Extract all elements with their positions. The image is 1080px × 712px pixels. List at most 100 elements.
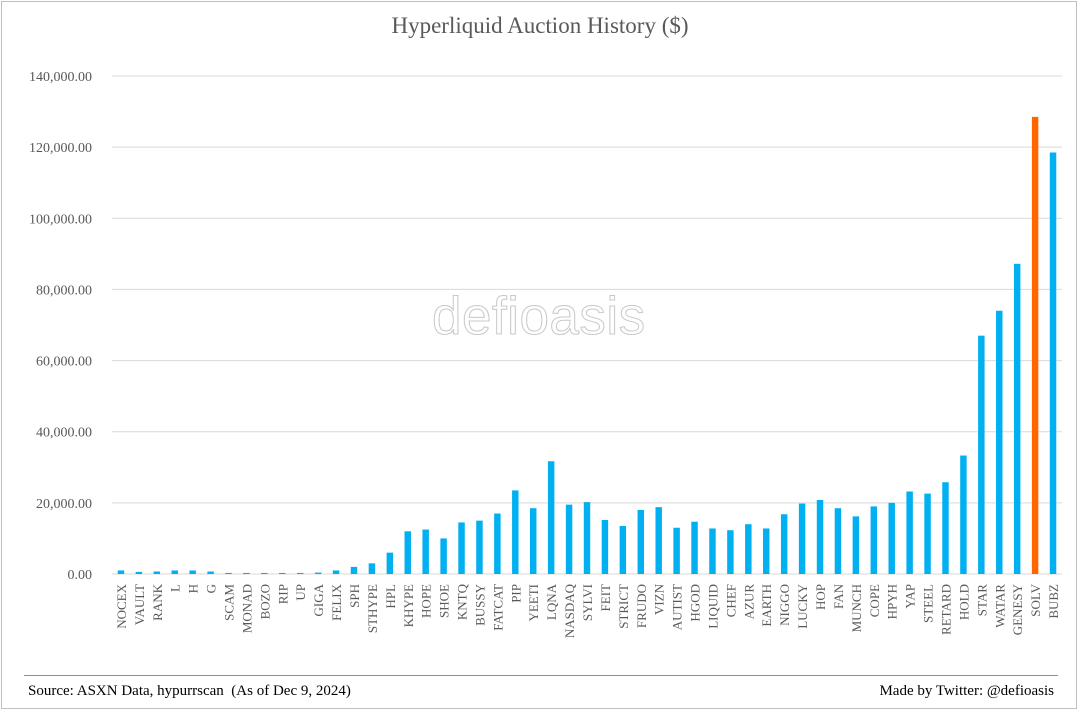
- y-tick-labels: 0.00 20,000.00 40,000.00 60,000.00 80,000.00…: [29, 70, 92, 583]
- bar-hpyh: [888, 503, 894, 574]
- x-tick-label: LIQUID: [705, 584, 720, 629]
- bar-niggo: [781, 514, 787, 574]
- x-tick-label: GIGA: [311, 583, 326, 616]
- bar-hgod: [691, 522, 697, 574]
- bar-up: [297, 573, 303, 574]
- footer-source: Source: ASXN Data, hypurrscan (As of Dec…: [28, 683, 351, 700]
- y-tick-label: 60,000.00: [36, 355, 92, 370]
- x-tick-label: KNTQ: [455, 583, 470, 620]
- x-tick-label: MUNCH: [849, 584, 864, 632]
- footer-credit: Made by Twitter: @defioasis: [879, 683, 1054, 700]
- bar-khype: [405, 531, 411, 574]
- bar-g: [207, 572, 213, 574]
- bar-lucky: [799, 504, 805, 574]
- bar-vizn: [655, 507, 661, 574]
- x-tick-label: STAR: [974, 584, 989, 617]
- bar-hop: [817, 500, 823, 574]
- x-tick-label: FEIT: [598, 584, 613, 612]
- x-tick-label: LUCKY: [795, 583, 810, 628]
- x-tick-label: BUSSY: [472, 583, 487, 626]
- bar-sthype: [369, 563, 375, 574]
- x-tick-label: NOCEX: [114, 583, 129, 628]
- bar-hope: [422, 530, 428, 574]
- x-tick-label: KHYPE: [401, 584, 416, 627]
- x-tick-label: LQNA: [544, 583, 559, 620]
- x-tick-label: RIP: [275, 584, 290, 604]
- bar-yeeti: [530, 508, 536, 574]
- x-tick-label: EARTH: [759, 584, 774, 627]
- x-tick-label: COPE: [867, 584, 882, 617]
- bar-hold: [960, 456, 966, 574]
- bar-bozo: [261, 573, 267, 574]
- x-tick-label: SPH: [347, 584, 362, 608]
- y-tick-label: 120,000.00: [29, 141, 92, 156]
- bar-fatcat: [494, 514, 500, 574]
- bar-nasdaq: [566, 505, 572, 574]
- bar-watar: [996, 311, 1002, 574]
- bar-star: [978, 336, 984, 574]
- y-tick-label: 100,000.00: [29, 212, 92, 227]
- bar-chef: [727, 530, 733, 574]
- x-tick-label: RANK: [150, 583, 165, 620]
- bar-l: [172, 570, 178, 574]
- x-tick-label: HPL: [383, 584, 398, 609]
- x-tick-label: UP: [293, 584, 308, 601]
- y-tick-label: 0.00: [68, 568, 93, 583]
- y-tick-label: 20,000.00: [36, 497, 92, 512]
- bar-genesy: [1014, 264, 1020, 574]
- bar-pip: [512, 490, 518, 574]
- x-tick-label: HGOD: [688, 584, 703, 622]
- x-tick-label: PIP: [508, 584, 523, 603]
- x-tick-label: BOZO: [257, 584, 272, 619]
- bar-monad: [243, 573, 249, 574]
- bar-autist: [673, 528, 679, 574]
- bar-fan: [835, 508, 841, 574]
- bar-giga: [315, 573, 321, 574]
- x-tick-label: L: [168, 584, 183, 592]
- x-tick-label: YEETI: [526, 584, 541, 622]
- bar-nocex: [118, 570, 124, 574]
- bar-scam: [225, 573, 231, 574]
- bar-sylvi: [584, 502, 590, 574]
- x-tick-label: HOLD: [956, 584, 971, 620]
- bar-liquid: [709, 528, 715, 574]
- x-tick-label: AUTIST: [670, 584, 685, 630]
- bar-hpl: [387, 553, 393, 574]
- x-tick-label: FAN: [831, 583, 846, 609]
- bar-steel: [924, 494, 930, 574]
- bar-cope: [871, 506, 877, 574]
- x-tick-label: SYLVI: [580, 584, 595, 621]
- x-tick-label: NIGGO: [777, 584, 792, 626]
- bar-rip: [279, 573, 285, 574]
- x-tick-label: G: [204, 584, 219, 593]
- bar-sph: [351, 567, 357, 574]
- bar-earth: [763, 528, 769, 574]
- x-tick-label: STHYPE: [365, 584, 380, 633]
- x-tick-label: BUBZ: [1046, 584, 1061, 619]
- y-tick-label: 140,000.00: [29, 70, 92, 85]
- bar-solv: [1032, 117, 1038, 574]
- x-tick-label: FATCAT: [490, 584, 505, 631]
- x-tick-label: FRUDO: [634, 584, 649, 628]
- x-tick-label: HPYH: [885, 584, 900, 619]
- footer-divider: [24, 675, 1058, 676]
- x-tick-label: HOPE: [419, 584, 434, 618]
- x-tick-label: GENESY: [1010, 583, 1025, 635]
- x-tick-label: YAP: [903, 584, 918, 609]
- bar-bubz: [1050, 152, 1056, 574]
- x-tick-labels: NOCEX VAULT RANK L H G SCAM MONAD BOZO RIP UP GIGA F…: [114, 583, 1061, 638]
- bar-yap: [906, 491, 912, 574]
- x-tick-label: STEEL: [921, 584, 936, 623]
- bar-h: [189, 570, 195, 574]
- x-tick-label: CHEF: [723, 584, 738, 617]
- bar-strict: [620, 526, 626, 574]
- y-tick-label: 40,000.00: [36, 426, 92, 441]
- bar-frudo: [638, 510, 644, 574]
- bar-kntq: [458, 522, 464, 574]
- watermark: defioasis: [432, 286, 646, 347]
- x-tick-label: SOLV: [1028, 583, 1043, 616]
- x-tick-label: HOP: [813, 584, 828, 610]
- bar-retard: [942, 482, 948, 574]
- x-tick-label: VAULT: [132, 584, 147, 625]
